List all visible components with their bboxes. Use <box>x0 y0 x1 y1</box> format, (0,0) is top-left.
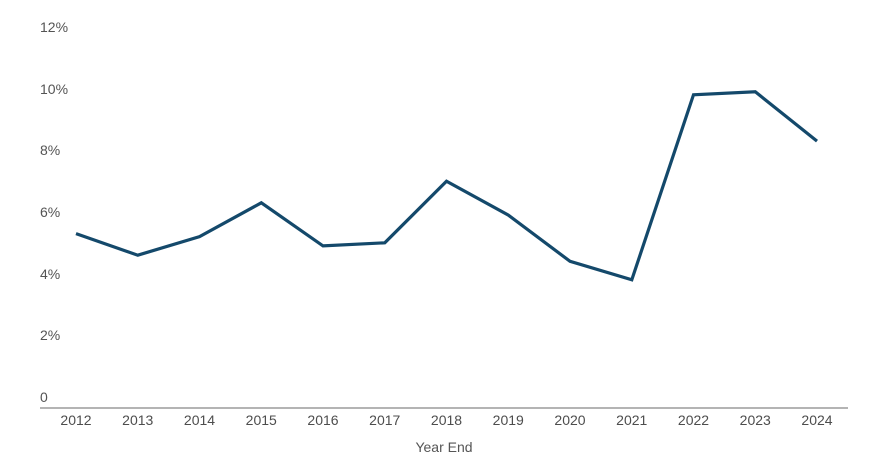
x-tick-label: 2015 <box>245 412 277 428</box>
y-tick-label: 2% <box>40 327 61 344</box>
y-tick-label: 4% <box>40 265 61 282</box>
data-series-line <box>75 90 818 282</box>
x-tick-label: 2017 <box>369 412 401 428</box>
y-tick-label: 12% <box>40 19 69 35</box>
x-tick-label: 2013 <box>122 412 154 428</box>
y-tick-label: 0 <box>40 389 48 405</box>
x-tick-label: 2021 <box>616 412 648 428</box>
x-tick-label: 2019 <box>492 412 524 428</box>
x-axis-title: Year End <box>415 439 473 455</box>
x-tick-label: 2022 <box>677 412 710 428</box>
y-tick-label: 8% <box>40 142 61 159</box>
x-tick-label: 2012 <box>60 412 92 428</box>
x-axis-line <box>40 407 848 409</box>
x-tick-label: 2020 <box>554 412 586 428</box>
y-tick-label: 6% <box>40 204 61 220</box>
x-tick-label: 2023 <box>739 412 771 428</box>
x-tick-label: 2018 <box>430 412 463 428</box>
x-tick-label: 2014 <box>183 412 216 428</box>
x-tick-label: 2016 <box>307 412 339 428</box>
y-tick-label: 10% <box>40 80 69 97</box>
x-tick-label: 2024 <box>801 412 833 428</box>
